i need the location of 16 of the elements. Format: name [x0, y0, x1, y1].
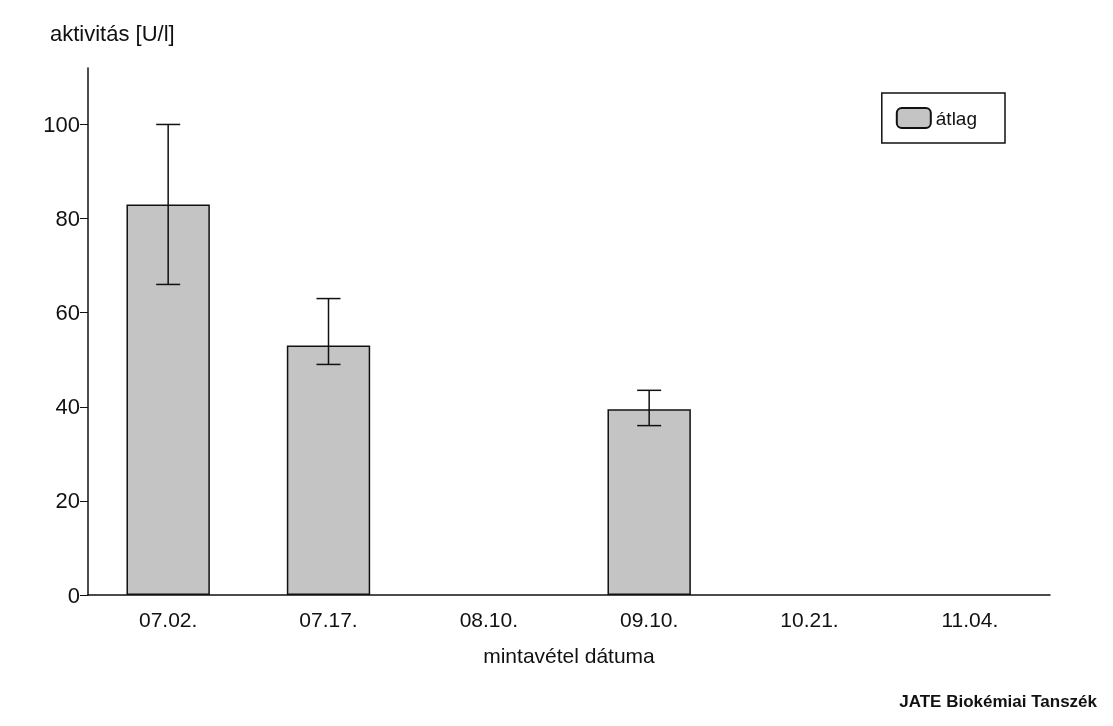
x-tick-label: 09.10. [619, 608, 679, 631]
y-axis-title: aktivitás [U/l] [50, 20, 175, 46]
x-tick-label: 11.04. [941, 608, 999, 631]
legend-label: átlag [935, 107, 977, 129]
x-tick-label: 07.02. [138, 608, 198, 631]
text: JATE Biokémiai Tanszék [899, 692, 1098, 711]
x-axis-title: mintavétel dátuma [483, 644, 656, 667]
x-tick-label: 10.21. [780, 608, 839, 631]
y-tick-label: 60 [55, 300, 80, 326]
y-tick-label: 0 [67, 582, 80, 608]
y-tick-label: 80 [55, 206, 80, 232]
y-tick-label: 20 [55, 488, 80, 514]
y-tick-label: 100 [43, 111, 80, 137]
x-tick-label: 08.10. [459, 608, 519, 631]
x-tick-label: 07.17. [299, 608, 358, 631]
y-tick-label: 40 [55, 394, 80, 420]
